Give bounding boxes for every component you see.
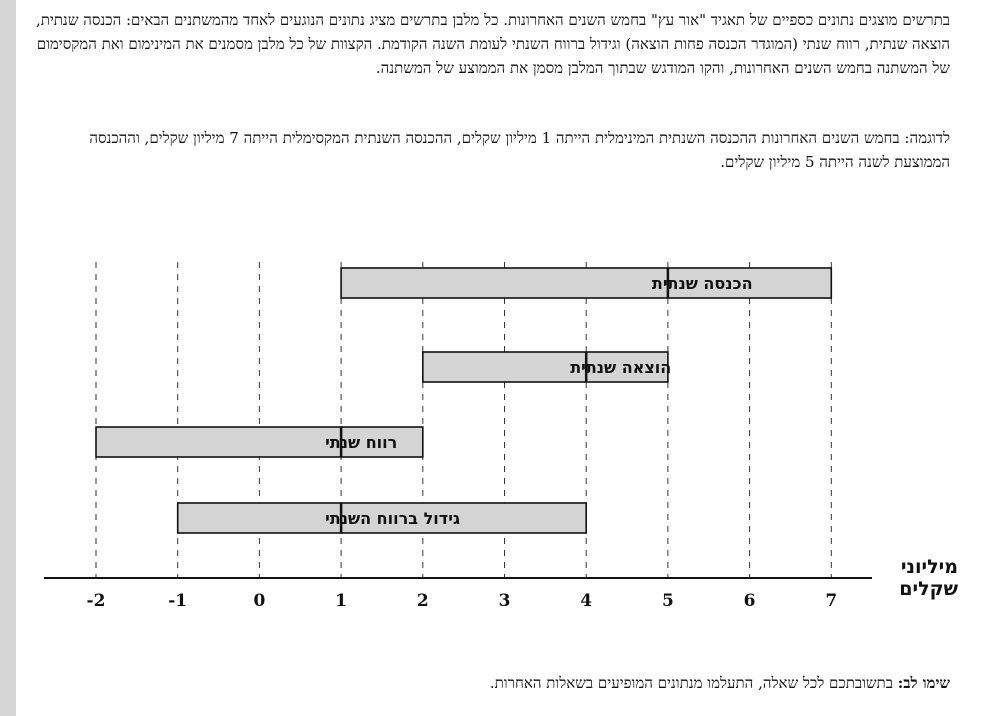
- x-tick-label: 3: [499, 591, 511, 611]
- x-tick-label: 4: [580, 591, 592, 611]
- x-tick-label: 1: [335, 591, 347, 611]
- range-bar: [340, 267, 833, 299]
- range-bar: [176, 502, 587, 534]
- range-bar: [95, 426, 424, 458]
- range-bar: [421, 351, 669, 383]
- bar-label: גידול ברווח השנתי: [325, 509, 460, 528]
- range-chart: הכנסה שנתית הוצאה שנתית רווח שנתי גידול ברו…: [44, 262, 872, 611]
- x-tick-label: -2: [87, 591, 106, 611]
- x-axis-label-line-2: שקלים: [899, 578, 958, 600]
- intro-paragraph: בתרשים מוצגים נתונים כספיים של תאגיד "או…: [35, 11, 950, 77]
- x-tick-label: 6: [744, 591, 756, 611]
- example-paragraph: לדוגמה: בחמש השנים האחרונות ההכנסה השנתי…: [89, 129, 950, 171]
- note-text: בתשובתכם לכל שאלה, התעלמו מנתונים המופיע…: [489, 674, 898, 692]
- x-tick-label: 7: [825, 591, 837, 611]
- x-axis-label-line-1: מיליוני: [900, 556, 958, 578]
- x-tick-label: 5: [662, 591, 674, 611]
- bar-label: רווח שנתי: [325, 433, 397, 452]
- x-tick-label: 2: [417, 591, 429, 611]
- note-line: שימו לב: בתשובתכם לכל שאלה, התעלמו מנתונ…: [30, 674, 950, 693]
- bar-label: הכנסה שנתית: [652, 274, 753, 293]
- x-axis-label: מיליוני שקלים: [878, 556, 958, 600]
- bar-label: הוצאה שנתית: [570, 358, 671, 377]
- page-side-bar: [0, 0, 16, 716]
- x-tick-label: -1: [168, 591, 187, 611]
- note-label: שימו לב:: [897, 674, 950, 692]
- x-tick-label: 0: [253, 591, 265, 611]
